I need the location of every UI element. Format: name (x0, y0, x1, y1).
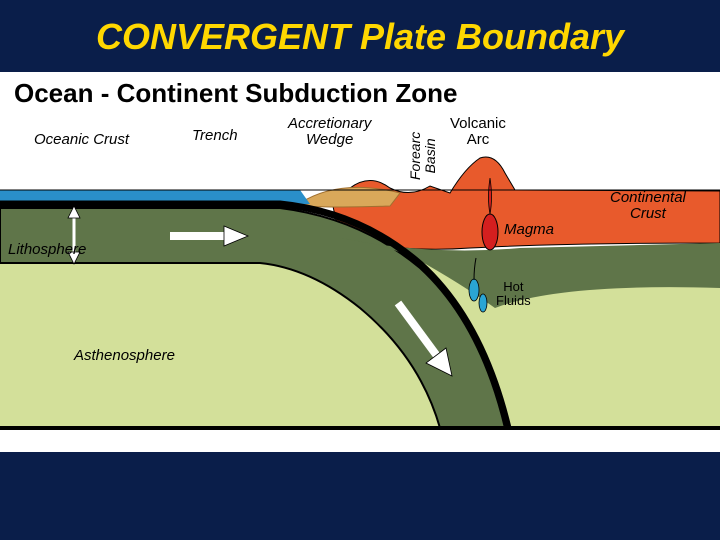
label-oceanic-crust: Oceanic Crust (34, 132, 129, 148)
diagram-container: Ocean - Continent Subduction Zone (0, 72, 720, 452)
label-volcanic-arc: Volcanic Arc (450, 116, 506, 148)
slide-title: CONVERGENT Plate Boundary (0, 0, 720, 64)
label-continental-crust: Continental Crust (610, 190, 686, 222)
subduction-diagram (0, 108, 720, 452)
label-accretionary-wedge: Accretionary Wedge (288, 116, 371, 148)
label-asthenosphere: Asthenosphere (74, 348, 175, 364)
label-magma: Magma (504, 222, 554, 238)
label-hot-fluids: Hot Fluids (496, 280, 531, 307)
label-lithosphere: Lithosphere (8, 242, 86, 258)
diagram-title: Ocean - Continent Subduction Zone (14, 78, 457, 109)
diagram-bottom-border (0, 426, 720, 430)
label-trench: Trench (192, 128, 238, 144)
label-forearc-basin: Forearc Basin (408, 132, 437, 180)
